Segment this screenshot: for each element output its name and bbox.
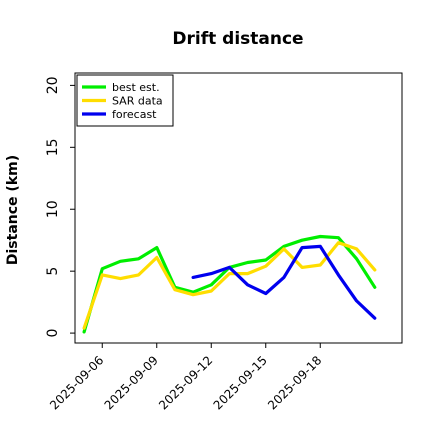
plot-frame [74,72,403,344]
y-tick-label: 0 [45,329,61,338]
y-tick-label: 10 [45,200,61,218]
legend-label: forecast [112,108,157,121]
series-lines [82,234,377,334]
legend-label: SAR data [112,95,163,108]
legend-label: best est. [112,81,160,94]
series-line-forecast [191,244,377,320]
y-tick-label: 20 [45,76,61,94]
y-tick-label: 15 [45,138,61,156]
y-tick-label: 5 [45,267,61,276]
y-axis-ticks: 0 5 10 15 20 [45,76,75,338]
chart-title: Drift distance [172,29,303,49]
y-axis-label: Distance (km) [5,155,21,265]
